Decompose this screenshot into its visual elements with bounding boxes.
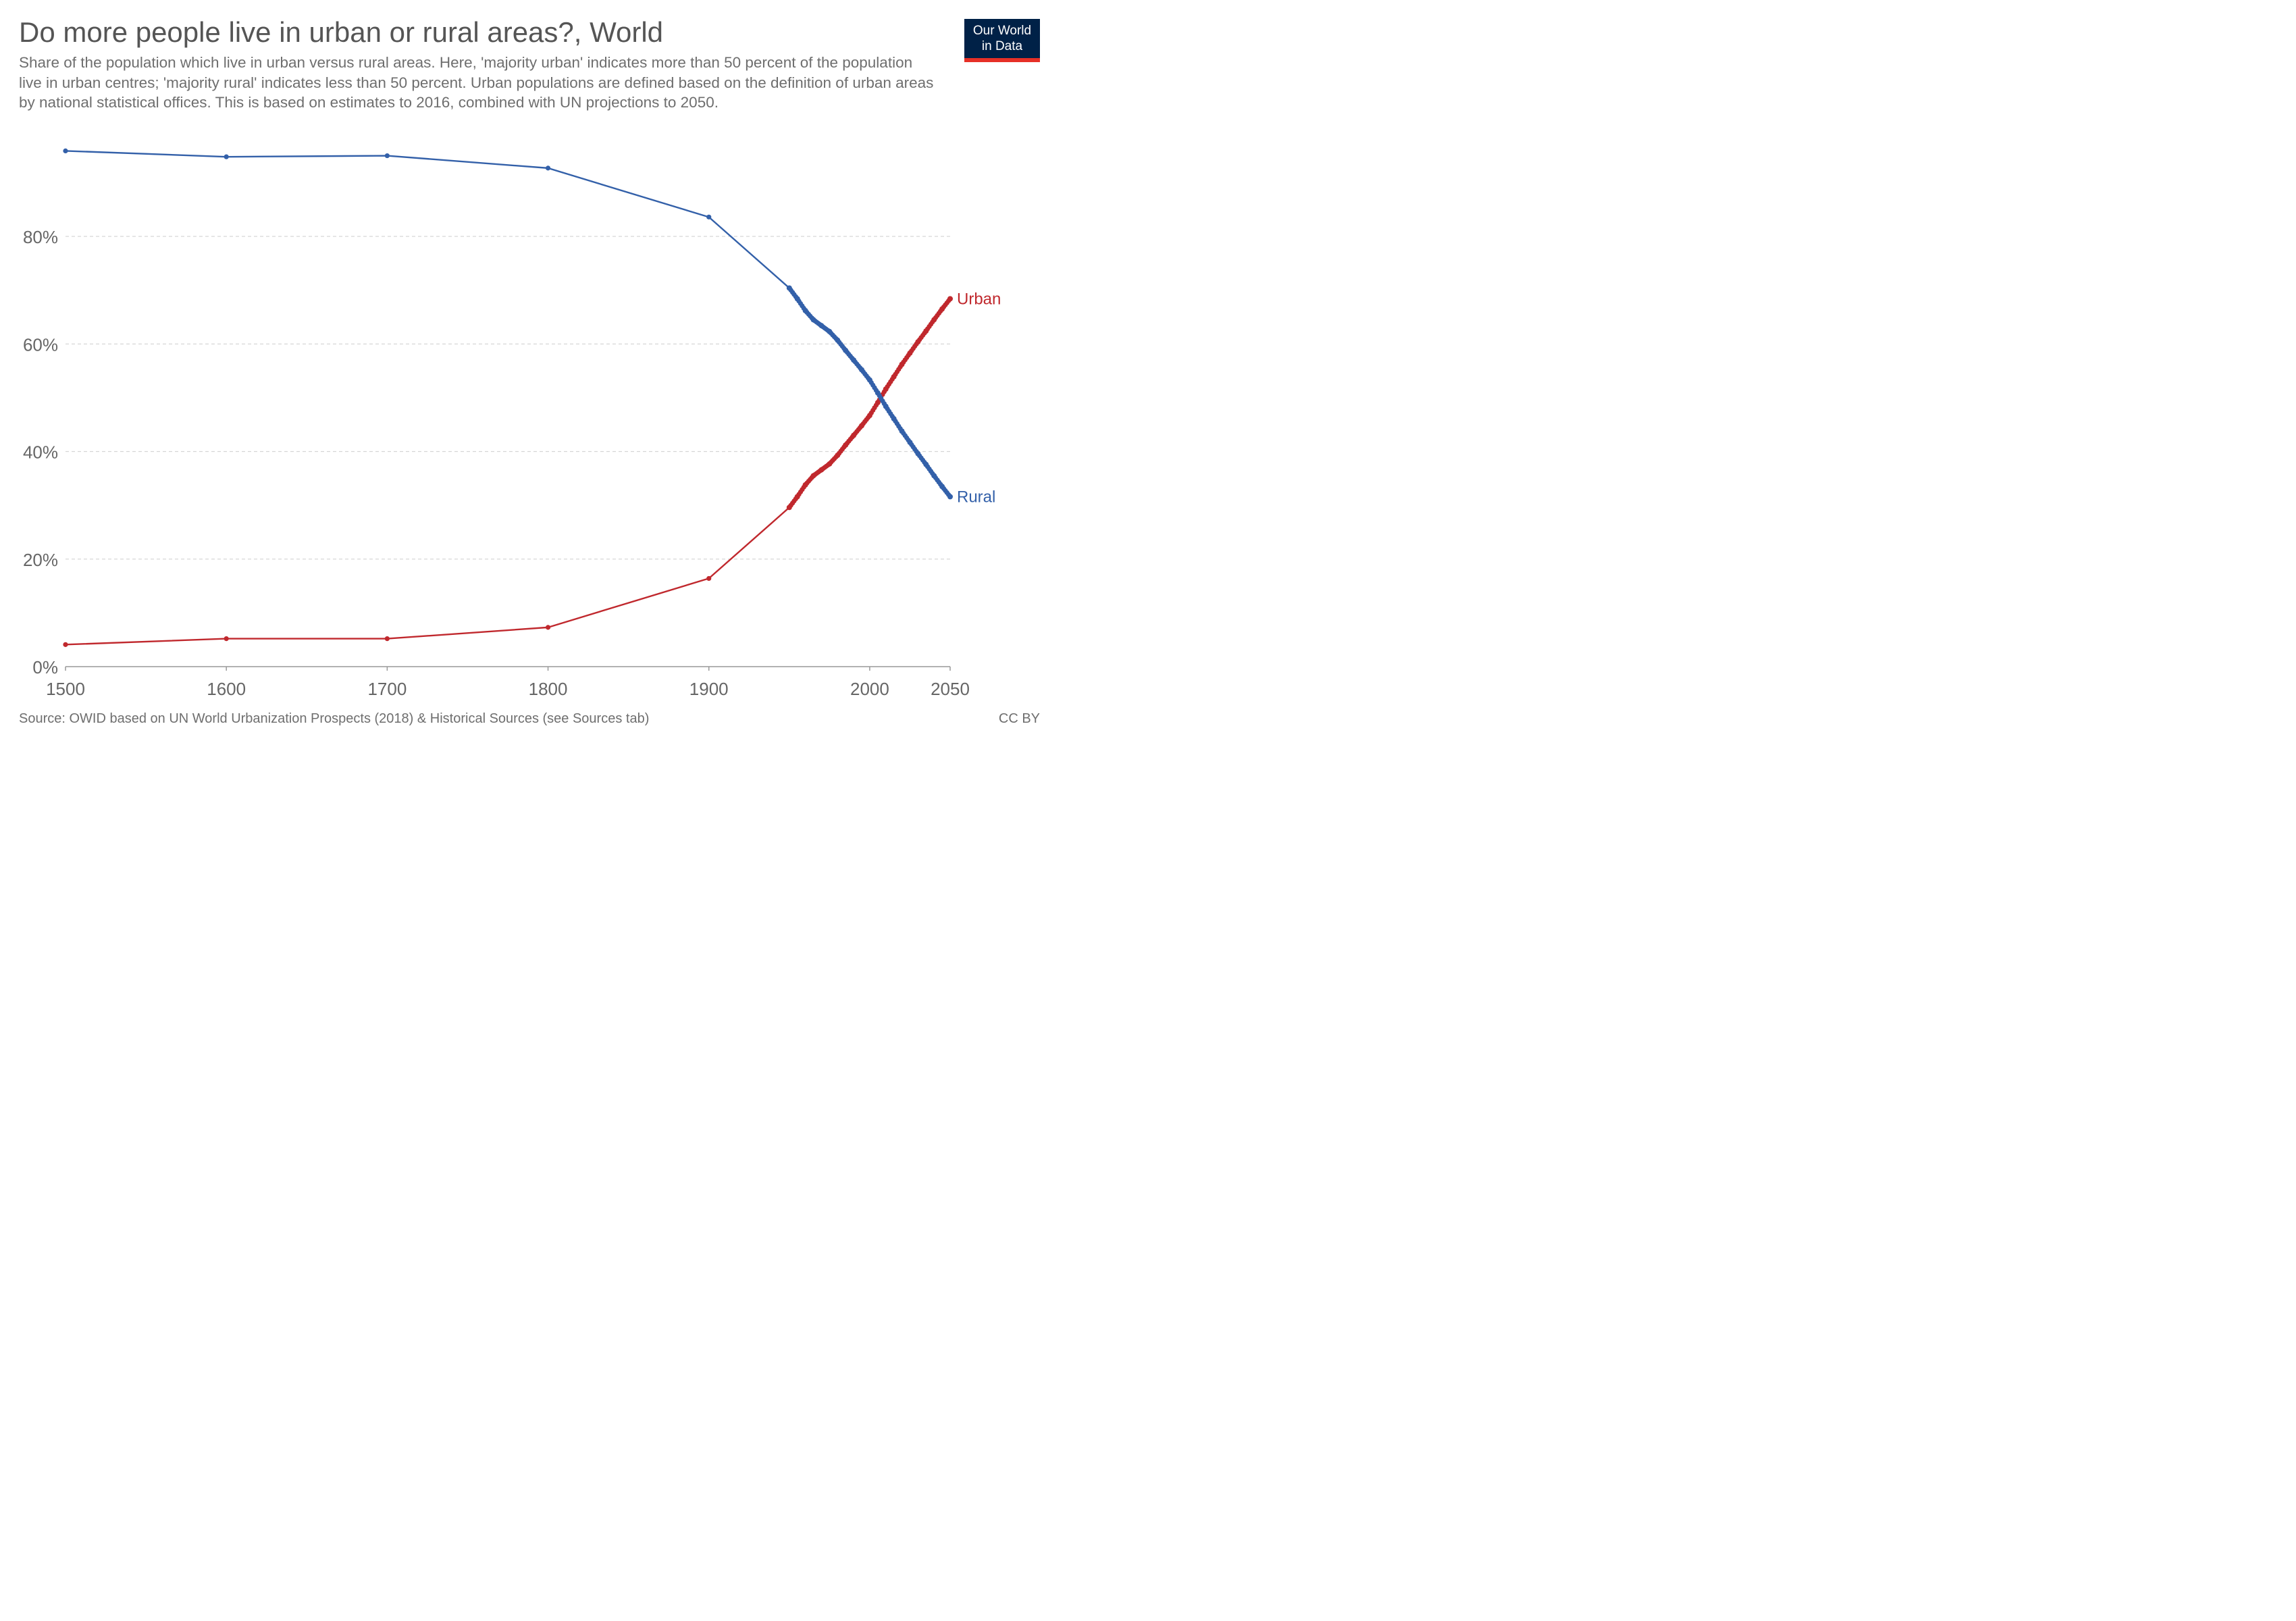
source-note: Source: OWID based on UN World Urbanizat…: [19, 711, 650, 726]
data-point-urban: [897, 364, 903, 369]
data-point-rural: [833, 336, 839, 341]
data-point-rural: [793, 294, 798, 299]
x-axis: 1500 1600 1700 1800 1900 2000 2050: [46, 666, 970, 699]
data-point-urban: [841, 444, 847, 450]
y-tick-label: 40%: [23, 442, 58, 463]
data-point-rural: [825, 328, 831, 333]
data-point-urban: [922, 330, 927, 336]
data-point-rural: [946, 492, 951, 497]
data-point-urban: [906, 353, 911, 358]
logo-accent-bar: [964, 58, 1040, 62]
x-tick-label: 1800: [529, 679, 568, 699]
x-tick-label: 1600: [207, 679, 246, 699]
x-tick-label: 1900: [689, 679, 729, 699]
y-axis-ticks: 0% 20% 40% 60% 80%: [23, 227, 58, 677]
data-point-rural: [930, 471, 935, 476]
data-point-rural[interactable]: [63, 148, 68, 153]
data-point-urban: [946, 298, 951, 303]
x-tick-label: 2050: [931, 679, 970, 699]
data-point-rural: [801, 305, 806, 311]
x-tick-label: 2000: [850, 679, 889, 699]
data-point-rural: [889, 413, 895, 419]
data-point-rural[interactable]: [384, 153, 390, 159]
series-urban[interactable]: Urban: [63, 290, 1001, 647]
data-point-urban[interactable]: [63, 642, 68, 647]
data-point-rural: [881, 401, 887, 407]
data-point-rural: [873, 388, 879, 393]
data-point-rural: [850, 355, 855, 361]
logo-text-line1: Our World: [972, 24, 1032, 38]
data-point-rural: [914, 448, 919, 454]
data-point-rural: [922, 459, 927, 465]
data-point-rural: [938, 482, 943, 487]
chart-series: Urban Rural: [63, 148, 1001, 647]
data-point-rural: [897, 426, 903, 432]
data-point-rural: [858, 365, 863, 371]
data-point-urban: [801, 484, 806, 490]
data-point-rural: [809, 315, 814, 321]
y-tick-label: 80%: [23, 227, 58, 247]
data-point-urban: [793, 496, 798, 502]
data-point-urban: [938, 309, 943, 314]
data-point-urban[interactable]: [545, 625, 551, 630]
data-point-urban[interactable]: [706, 575, 712, 582]
data-point-rural[interactable]: [545, 165, 551, 171]
data-point-rural[interactable]: [706, 214, 712, 220]
series-rural[interactable]: Rural: [63, 148, 995, 507]
owid-logo[interactable]: Our World in Data: [964, 19, 1040, 62]
chart-title: Do more people live in urban or rural ar…: [19, 16, 664, 48]
data-point-urban: [873, 403, 879, 408]
license-link[interactable]: CC BY: [998, 711, 1040, 726]
x-tick-label: 1700: [367, 679, 407, 699]
series-label-urban[interactable]: Urban: [957, 290, 1001, 308]
data-point-urban: [930, 319, 935, 325]
x-tick-label: 1500: [46, 679, 85, 699]
data-point-urban: [914, 341, 919, 347]
data-point-urban: [889, 376, 895, 382]
logo-text-line2: in Data: [981, 39, 1023, 53]
y-tick-label: 0%: [32, 657, 58, 677]
y-tick-label: 60%: [23, 334, 58, 355]
data-point-urban: [833, 455, 839, 460]
data-point-urban[interactable]: [224, 636, 229, 642]
line-chart: 0% 20% 40% 60% 80% 1500 1600 1700 1800 1900 2000 2…: [23, 148, 1001, 699]
y-tick-label: 20%: [23, 550, 58, 570]
data-point-urban: [881, 389, 887, 394]
chart-gridlines: [66, 236, 950, 560]
data-point-urban: [850, 434, 855, 440]
chart-subtitle: Share of the population which live in ur…: [19, 54, 934, 111]
series-label-rural[interactable]: Rural: [957, 488, 995, 506]
data-point-urban[interactable]: [384, 636, 390, 642]
data-point-urban: [858, 425, 863, 430]
data-point-urban: [865, 415, 871, 420]
data-point-rural: [841, 346, 847, 351]
data-point-urban: [809, 475, 814, 480]
data-point-rural: [906, 438, 911, 443]
data-point-rural[interactable]: [224, 154, 229, 159]
data-point-urban: [825, 462, 831, 468]
data-point-rural: [865, 375, 871, 381]
